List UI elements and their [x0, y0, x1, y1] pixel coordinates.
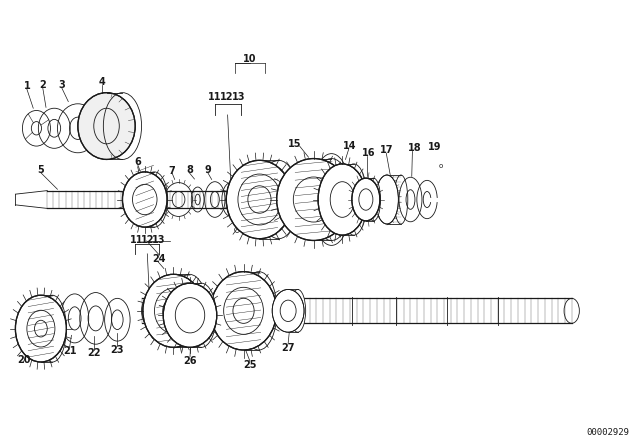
Text: 21: 21	[63, 346, 76, 356]
Text: 9: 9	[204, 165, 211, 175]
Ellipse shape	[122, 172, 167, 227]
Text: 17: 17	[380, 145, 393, 155]
Text: 11: 11	[130, 235, 143, 245]
Ellipse shape	[318, 164, 367, 235]
Text: 12: 12	[141, 235, 154, 245]
Text: 7: 7	[169, 166, 175, 176]
Ellipse shape	[272, 289, 304, 332]
Text: 5: 5	[38, 165, 44, 175]
Text: 10: 10	[243, 54, 257, 64]
Ellipse shape	[376, 175, 398, 224]
Text: 11: 11	[208, 92, 221, 102]
Text: 8: 8	[186, 165, 193, 175]
Text: 12: 12	[220, 92, 233, 102]
Text: 14: 14	[343, 141, 356, 151]
Text: o: o	[439, 164, 443, 169]
Text: 6: 6	[134, 157, 141, 167]
Text: 19: 19	[428, 142, 442, 152]
Ellipse shape	[241, 271, 277, 350]
Text: 27: 27	[282, 343, 295, 353]
Ellipse shape	[211, 271, 276, 350]
Ellipse shape	[367, 178, 381, 221]
Text: 22: 22	[87, 348, 100, 358]
Text: 23: 23	[111, 345, 124, 354]
Ellipse shape	[187, 283, 216, 347]
Ellipse shape	[143, 274, 204, 347]
Ellipse shape	[227, 160, 292, 239]
Ellipse shape	[394, 175, 408, 224]
Text: 13: 13	[232, 92, 245, 102]
Ellipse shape	[171, 274, 208, 347]
Polygon shape	[15, 190, 47, 208]
Text: 1: 1	[24, 81, 30, 91]
Ellipse shape	[290, 289, 306, 332]
Ellipse shape	[15, 295, 67, 362]
Ellipse shape	[38, 295, 67, 362]
Text: 20: 20	[17, 355, 31, 365]
Text: 15: 15	[288, 139, 301, 149]
Ellipse shape	[152, 334, 157, 339]
Ellipse shape	[276, 159, 351, 241]
Text: 4: 4	[99, 77, 106, 86]
Text: 26: 26	[183, 356, 196, 366]
Ellipse shape	[340, 164, 367, 235]
Ellipse shape	[235, 227, 240, 233]
Ellipse shape	[311, 159, 352, 241]
Text: 3: 3	[58, 80, 65, 90]
Text: 16: 16	[362, 148, 375, 158]
Ellipse shape	[78, 93, 135, 159]
Ellipse shape	[259, 160, 298, 239]
Ellipse shape	[163, 283, 217, 347]
Ellipse shape	[352, 178, 380, 221]
Text: 2: 2	[40, 80, 46, 90]
Ellipse shape	[141, 172, 168, 227]
Text: 18: 18	[408, 143, 421, 153]
Text: 13: 13	[152, 235, 166, 245]
Text: 24: 24	[153, 254, 166, 264]
Text: 25: 25	[243, 360, 257, 370]
Text: 00002929: 00002929	[586, 428, 629, 437]
